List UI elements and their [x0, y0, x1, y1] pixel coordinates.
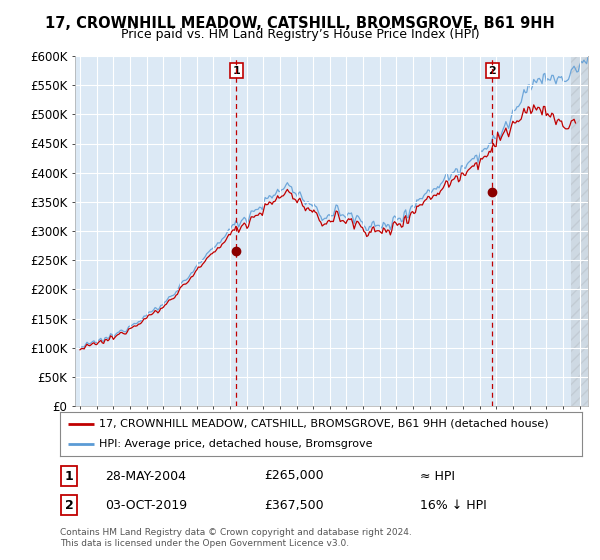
Text: 1: 1 — [65, 469, 73, 483]
Text: 1: 1 — [232, 66, 240, 76]
Text: 17, CROWNHILL MEADOW, CATSHILL, BROMSGROVE, B61 9HH: 17, CROWNHILL MEADOW, CATSHILL, BROMSGRO… — [45, 16, 555, 31]
Text: £265,000: £265,000 — [264, 469, 323, 483]
Text: 16% ↓ HPI: 16% ↓ HPI — [420, 498, 487, 512]
Text: 03-OCT-2019: 03-OCT-2019 — [105, 498, 187, 512]
Text: 17, CROWNHILL MEADOW, CATSHILL, BROMSGROVE, B61 9HH (detached house): 17, CROWNHILL MEADOW, CATSHILL, BROMSGRO… — [99, 419, 549, 429]
Text: Price paid vs. HM Land Registry’s House Price Index (HPI): Price paid vs. HM Land Registry’s House … — [121, 28, 479, 41]
Text: HPI: Average price, detached house, Bromsgrove: HPI: Average price, detached house, Brom… — [99, 439, 373, 449]
Text: 2: 2 — [65, 498, 73, 512]
Text: 2: 2 — [488, 66, 496, 76]
Text: 28-MAY-2004: 28-MAY-2004 — [105, 469, 186, 483]
Text: Contains HM Land Registry data © Crown copyright and database right 2024.
This d: Contains HM Land Registry data © Crown c… — [60, 528, 412, 548]
Bar — [571, 56, 588, 406]
Text: £367,500: £367,500 — [264, 498, 323, 512]
Text: ≈ HPI: ≈ HPI — [420, 469, 455, 483]
